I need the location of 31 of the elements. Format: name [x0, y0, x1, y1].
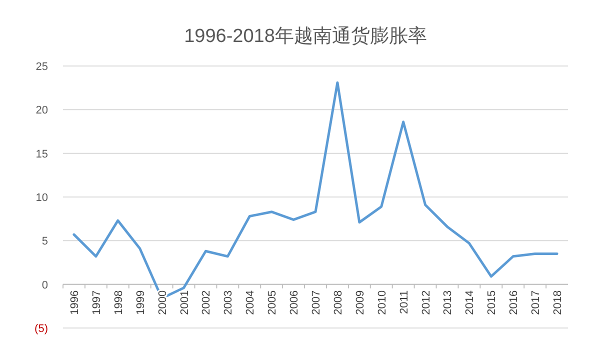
- x-tick-label: 1997: [90, 290, 103, 315]
- x-tick-label: 2000: [156, 290, 169, 315]
- x-tick-label: 2008: [332, 290, 344, 315]
- x-tick-label: 2013: [442, 290, 454, 315]
- title: 1996-2018年越南通货膨胀率: [184, 26, 427, 47]
- x-tick-label: 2014: [464, 290, 476, 315]
- x-tick-label: 2003: [222, 290, 235, 315]
- y-tick-label: (5): [34, 323, 48, 335]
- y-tick-label: 5: [42, 236, 48, 248]
- y-tick-label: 15: [36, 148, 48, 160]
- x-tick-label: 2009: [354, 290, 366, 315]
- x-tick-label: 2016: [508, 290, 520, 315]
- x-tick-label: 2018: [552, 290, 564, 315]
- y-tick-label: 0: [42, 279, 48, 292]
- x-tick-label: 1998: [112, 290, 125, 315]
- y-tick-label: 10: [36, 192, 48, 204]
- x-tick-label: 2006: [288, 290, 301, 315]
- x-tick-label: 2015: [486, 290, 498, 315]
- x-tick-label: 2007: [310, 290, 322, 315]
- y-tick-label: 20: [36, 104, 48, 117]
- x-tick-label: 1996: [68, 290, 81, 315]
- x-tick-label: 2011: [398, 290, 410, 314]
- x-tick-label: 2017: [530, 290, 542, 315]
- x-tick-label: 2001: [178, 290, 191, 315]
- x-tick-label: 1999: [134, 290, 147, 315]
- x-tick-label: 2012: [420, 290, 432, 315]
- x-tick-label: 2005: [266, 290, 279, 315]
- x-tick-label: 2004: [244, 290, 257, 315]
- y-tick-label: 25: [36, 61, 48, 73]
- x-tick-label: 2002: [200, 290, 213, 315]
- x-tick-label: 2010: [376, 290, 388, 315]
